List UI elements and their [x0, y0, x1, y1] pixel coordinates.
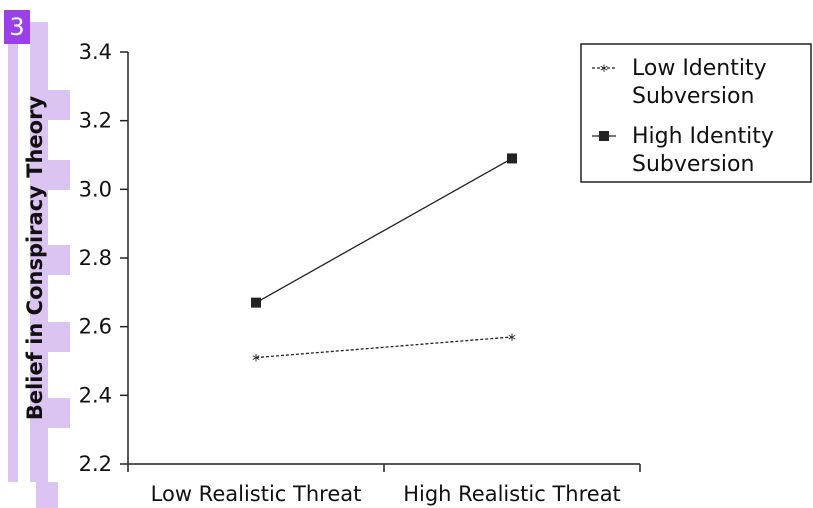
highlight-mark	[48, 90, 70, 120]
highlight-mark	[36, 482, 58, 508]
data-point-square	[599, 131, 609, 141]
legend-label: Low Identity	[632, 56, 767, 81]
data-point-asterisk: *	[600, 61, 608, 80]
x-tick-label: High Realistic Threat	[403, 482, 621, 506]
legend-label: Subversion	[632, 84, 754, 109]
data-point-square	[251, 297, 261, 308]
highlight-bar	[8, 44, 18, 482]
x-tick-label: Low Realistic Threat	[151, 482, 362, 506]
highlight-mark	[48, 322, 70, 352]
highlight-mark	[48, 245, 70, 275]
y-axis-label: Belief in Conspiracy Theory	[23, 96, 47, 421]
y-tick-label: 3.0	[79, 177, 112, 201]
legend-label: Subversion	[632, 152, 754, 177]
y-tick-label: 3.2	[79, 109, 112, 133]
figure-number-badge: 3	[4, 10, 30, 44]
series-group	[251, 153, 517, 308]
highlight-mark	[48, 398, 70, 428]
x-ticks: Low Realistic Threat High Realistic Threa…	[127, 464, 641, 506]
highlight-bars	[8, 22, 70, 508]
legend-label: High Identity	[632, 124, 774, 149]
y-tick-label: 2.4	[79, 383, 112, 407]
y-tick-label: 2.2	[79, 452, 112, 476]
series-line	[255, 336, 513, 359]
highlight-mark	[48, 160, 70, 190]
series: **	[251, 153, 517, 370]
data-point-square	[507, 153, 517, 164]
y-tick-label: 2.6	[79, 315, 112, 339]
series-line	[255, 157, 513, 304]
data-point-asterisk: *	[508, 330, 516, 349]
legend: * Low Identity Subversion High Identity Subv…	[580, 43, 812, 183]
highlight-bar	[30, 22, 48, 482]
axes	[127, 52, 640, 465]
y-tick-label: 3.4	[79, 40, 112, 64]
y-tick-label: 2.8	[79, 246, 112, 270]
legend-box	[580, 43, 812, 183]
y-ticks: 2.2 2.4 2.6 2.8 3.0 3.2 3.4	[79, 40, 128, 476]
series-group: **	[252, 330, 516, 370]
data-point-asterisk: *	[252, 351, 260, 370]
